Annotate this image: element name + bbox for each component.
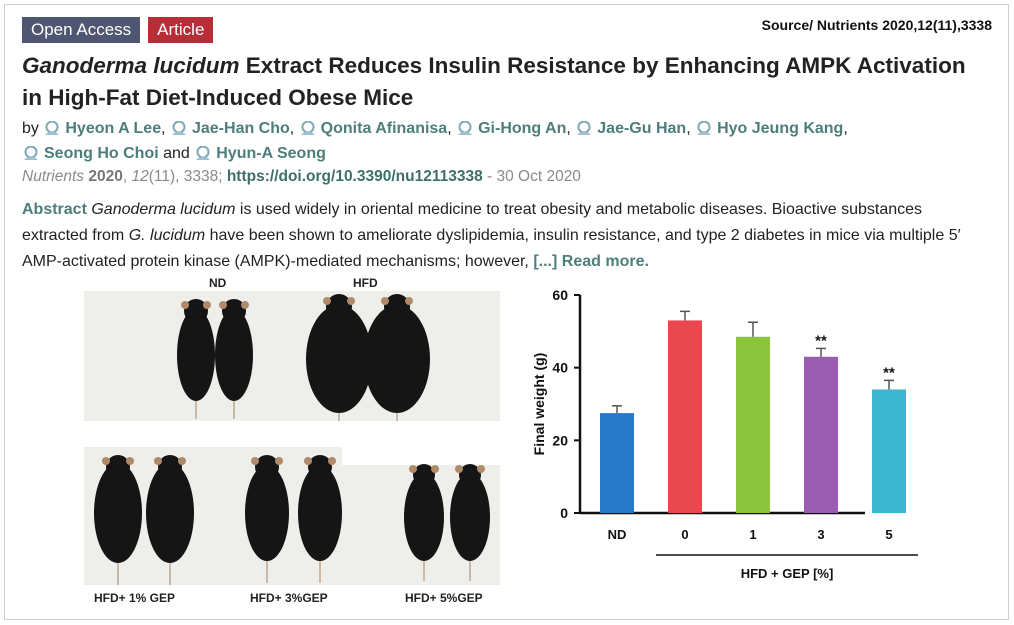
significance-mark: ** (883, 364, 895, 381)
open-access-badge[interactable]: Open Access (22, 17, 141, 43)
y-axis-label: Final weight (g) (531, 353, 547, 456)
and-label: and (158, 145, 195, 162)
author-link[interactable]: Hyo Jeung Kang (695, 120, 843, 137)
journal-name: Nutrients (22, 168, 85, 185)
mouse-photo-top (84, 291, 500, 421)
badge-row: Open Access Article (22, 17, 214, 43)
author-profile-icon (196, 146, 211, 160)
author-profile-icon (171, 121, 186, 135)
abstract-species-short: G. lucidum (128, 227, 206, 244)
author-name: Hyun-A Seong (216, 145, 326, 162)
author-name: Gi-Hong An (478, 120, 567, 137)
bar-0 (668, 320, 702, 513)
author-link[interactable]: Seong Ho Choi (22, 145, 159, 162)
bar-3 (804, 356, 838, 513)
citation-line: Nutrients 2020, 12(11), 3338; https://do… (22, 168, 581, 185)
read-more-link[interactable]: [...] Read more. (533, 253, 649, 270)
abstract-text-1: is used widely in oriental medicine to t… (22, 201, 923, 244)
x-group-label: HFD + GEP [%] (741, 566, 834, 581)
label-hfd: HFD (353, 276, 378, 290)
citation-year: 2020 (88, 168, 123, 185)
citation-issue: (11), 3338; (148, 168, 223, 185)
x-tick-label: 5 (885, 527, 892, 542)
author-profile-icon (697, 121, 712, 135)
abstract-text-2: have been shown to ameliorate dyslipidem… (22, 227, 961, 270)
label-gep3: HFD+ 3%GEP (250, 591, 328, 605)
x-tick-label: 1 (749, 527, 756, 542)
doi-link[interactable]: https://doi.org/10.3390/nu12113338 (226, 168, 483, 185)
y-tick-label: 0 (560, 505, 568, 521)
bar-5 (872, 389, 906, 513)
y-tick-label: 40 (552, 360, 568, 376)
citation-date: - 30 Oct 2020 (487, 168, 581, 185)
bar-1 (736, 336, 770, 513)
author-name: Jae-Gu Han (597, 120, 687, 137)
significance-mark: ** (815, 332, 827, 349)
author-name: Seong Ho Choi (44, 145, 159, 162)
x-tick-label: 0 (681, 527, 688, 542)
author-link[interactable]: Hyeon A Lee (43, 120, 161, 137)
author-link[interactable]: Jae-Han Cho (170, 120, 290, 137)
author-profile-icon (577, 121, 592, 135)
author-name: Jae-Han Cho (191, 120, 290, 137)
label-gep5: HFD+ 5%GEP (405, 591, 483, 605)
y-tick-label: 60 (552, 287, 568, 303)
citation-volume: 12 (131, 168, 149, 185)
abstract: Abstract Ganoderma lucidum is used widel… (22, 197, 990, 275)
article-title[interactable]: Ganoderma lucidum Extract Reduces Insuli… (22, 50, 982, 114)
x-tick-label: 3 (817, 527, 824, 542)
author-list: by Hyeon A Lee, Jae-Han Cho, Qonita Afin… (22, 120, 848, 162)
title-species: Ganoderma lucidum (22, 53, 240, 78)
final-weight-bar-chart: 0 20 40 60 Final weight (g) ND 0 1 ** 3 ** 5 HFD + G… (531, 287, 918, 581)
author-profile-icon (458, 121, 473, 135)
mouse-photo-bottom (84, 447, 500, 585)
label-gep1: HFD+ 1% GEP (94, 591, 176, 605)
by-label: by (22, 120, 39, 137)
author-name: Hyo Jeung Kang (717, 120, 844, 137)
author-link[interactable]: Jae-Gu Han (575, 120, 686, 137)
abstract-species: Ganoderma lucidum (91, 201, 236, 218)
author-link[interactable]: Gi-Hong An (456, 120, 566, 137)
y-tick-label: 20 (552, 432, 568, 448)
source-note: Source/ Nutrients 2020,12(11),3338 (761, 17, 992, 33)
mouse-photo-top-art (177, 294, 430, 421)
author-link[interactable]: Hyun-A Seong (194, 145, 326, 162)
bar-ND (600, 413, 634, 513)
author-profile-icon (300, 121, 315, 135)
x-tick-label: ND (608, 527, 627, 542)
label-nd: ND (209, 276, 227, 290)
author-name: Hyeon A Lee (65, 120, 162, 137)
article-type-badge[interactable]: Article (148, 17, 214, 43)
author-profile-icon (45, 121, 60, 135)
title-rest: Extract Reduces Insulin Resistance by En… (22, 53, 966, 110)
abstract-label: Abstract (22, 201, 87, 218)
author-name: Qonita Afinanisa (320, 120, 448, 137)
mouse-photo-bottom-art (94, 447, 500, 585)
author-link[interactable]: Qonita Afinanisa (299, 120, 448, 137)
author-profile-icon (24, 146, 38, 160)
